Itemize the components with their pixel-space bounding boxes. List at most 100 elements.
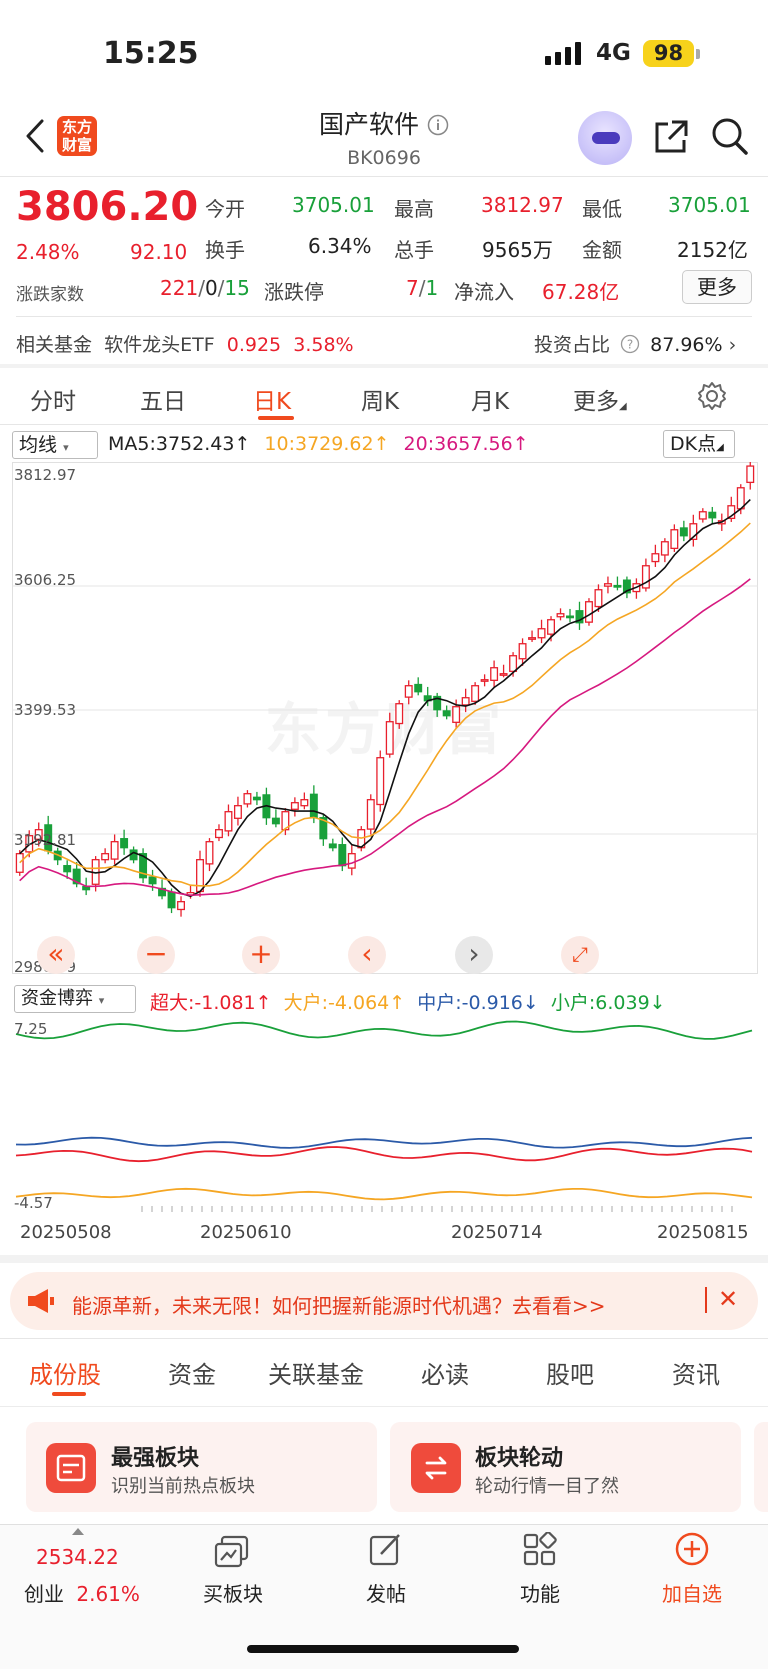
candle-body (490, 667, 499, 681)
scroll-right-icon[interactable]: › (455, 936, 493, 974)
fund-pct: 3.58% (293, 334, 354, 356)
chart-card-icon (46, 1443, 96, 1493)
index-value[interactable]: 2534.22 (36, 1545, 119, 1569)
chevron-right-icon: › (728, 334, 737, 356)
tab-more[interactable]: 更多◢ (573, 389, 627, 415)
section-gap (0, 1255, 768, 1263)
ma-legend: MA5:3752.43↑ 10:3729.62↑ 20:3657.56↑ (108, 433, 529, 455)
fund-label: 相关基金 (16, 334, 93, 356)
stat-value-open: 3705.01 (292, 193, 375, 217)
share-icon[interactable] (652, 118, 690, 156)
nav-buy-sector[interactable]: 买板块 (203, 1582, 263, 1606)
stat-value-turnover: 6.34% (308, 234, 372, 258)
flow-indicator-select[interactable]: 资金博弈 ▾ (14, 985, 136, 1013)
buy-sector-icon (214, 1535, 249, 1568)
candle-body (547, 619, 555, 635)
help-icon[interactable]: ? (620, 334, 640, 354)
expand-up-icon[interactable] (72, 1528, 84, 1535)
search-icon[interactable] (710, 116, 750, 156)
compose-post-icon (369, 1534, 400, 1566)
promo-text[interactable]: 能源革新，未来无限！如何把握新能源时代机遇？去看看>> (72, 1294, 606, 1318)
nav-post[interactable]: 发帖 (366, 1582, 406, 1606)
stat-label-low: 最低 (582, 197, 622, 221)
candle-body (689, 523, 698, 541)
card-title: 最强板块 (111, 1446, 200, 1471)
tab-capital[interactable]: 资金 (168, 1361, 216, 1389)
tab-daily-k[interactable]: 日K (253, 389, 292, 415)
page-title: 国产软件 (0, 105, 768, 141)
tab-related-funds[interactable]: 关联基金 (268, 1361, 364, 1389)
svg-text:?: ? (627, 338, 633, 352)
megaphone-icon (28, 1289, 54, 1313)
mid-holder-line (15, 1136, 753, 1149)
y-tick-label: 3192.81 (14, 831, 77, 849)
flow-y-bottom: -4.57 (14, 1194, 53, 1212)
candle-body (366, 799, 375, 830)
y-tick-label: 3606.25 (14, 571, 77, 589)
tab-monthly-k[interactable]: 月K (471, 389, 510, 415)
flow-mid: 中户:-0.916 (417, 992, 523, 1014)
candle-body (281, 811, 290, 831)
candle-body (300, 799, 309, 807)
scroll-far-left-icon[interactable]: « (37, 936, 75, 974)
tab-news[interactable]: 资讯 (672, 1361, 720, 1389)
candle-body (566, 615, 574, 619)
change-value: 92.10 (130, 240, 188, 264)
dk-point-toggle[interactable]: DK点◢ (663, 430, 735, 458)
zoom-out-icon[interactable]: − (137, 936, 175, 974)
sector-name: 国产软件 (319, 110, 420, 139)
candle-body (698, 511, 707, 520)
investment-ratio[interactable]: 投资占比 ? 87.96% › (534, 330, 736, 357)
money-flow-chart[interactable] (12, 1018, 758, 1214)
tab-more-label: 更多 (573, 389, 619, 415)
zoom-in-icon[interactable]: + (242, 936, 280, 974)
candle-body (528, 637, 537, 640)
tab-forum[interactable]: 股吧 (546, 1361, 594, 1389)
indicator-select[interactable]: 均线 ▾ (12, 431, 98, 459)
candle-body (509, 655, 518, 672)
nav-functions[interactable]: 功能 (520, 1582, 560, 1606)
sector-board-icon (56, 1454, 86, 1482)
super-large-line (15, 1146, 753, 1163)
stat-label-turnover: 换手 (205, 238, 245, 262)
candle-body (72, 868, 81, 885)
info-icon[interactable] (427, 114, 449, 136)
active-subtab-indicator (52, 1392, 86, 1396)
fund-row[interactable]: 相关基金 软件龙头ETF 0.925 3.58% (16, 330, 354, 357)
more-stats-button[interactable]: 更多 (682, 270, 752, 304)
signal-icon (545, 42, 581, 65)
flat-count: 0 (204, 276, 218, 300)
tab-intraday[interactable]: 分时 (30, 389, 76, 415)
tab-must-read[interactable]: 必读 (421, 1361, 469, 1389)
fullscreen-icon[interactable]: ⤢ (561, 936, 599, 974)
candle-body (404, 685, 413, 698)
candle-body (196, 859, 204, 893)
candle-body (442, 710, 451, 717)
candle-body (727, 505, 736, 520)
add-watchlist-icon (675, 1532, 709, 1566)
back-icon[interactable] (24, 118, 46, 154)
candle-body (556, 613, 565, 618)
tab-weekly-k[interactable]: 周K (361, 389, 400, 415)
rotation-card-icon (411, 1443, 461, 1493)
limit-down-count: 1 (425, 276, 439, 300)
nav-add-watchlist[interactable]: 加自选 (662, 1582, 722, 1606)
candle-body (575, 610, 584, 624)
tab-five-day[interactable]: 五日 (140, 389, 186, 415)
index-ticker[interactable]: 创业 2.61% (24, 1578, 140, 1607)
netflow-value: 67.28亿 (542, 280, 620, 304)
limit-label: 涨跌停 (264, 280, 324, 304)
kline-chart[interactable] (12, 462, 758, 974)
card-peek[interactable] (754, 1422, 768, 1512)
promo-banner[interactable] (10, 1272, 758, 1330)
close-icon[interactable]: ✕ (718, 1285, 739, 1313)
settings-gear-icon[interactable] (697, 381, 727, 411)
y-tick-label: 3812.97 (14, 466, 77, 484)
candle-body (338, 844, 347, 867)
scroll-left-icon[interactable]: ‹ (348, 936, 386, 974)
candle-body (271, 817, 280, 825)
candle-body (120, 838, 129, 849)
x-axis-label: 20250508 (20, 1222, 112, 1243)
flow-super: 超大:-1.081 (150, 992, 256, 1014)
tab-components[interactable]: 成份股 (29, 1361, 101, 1389)
